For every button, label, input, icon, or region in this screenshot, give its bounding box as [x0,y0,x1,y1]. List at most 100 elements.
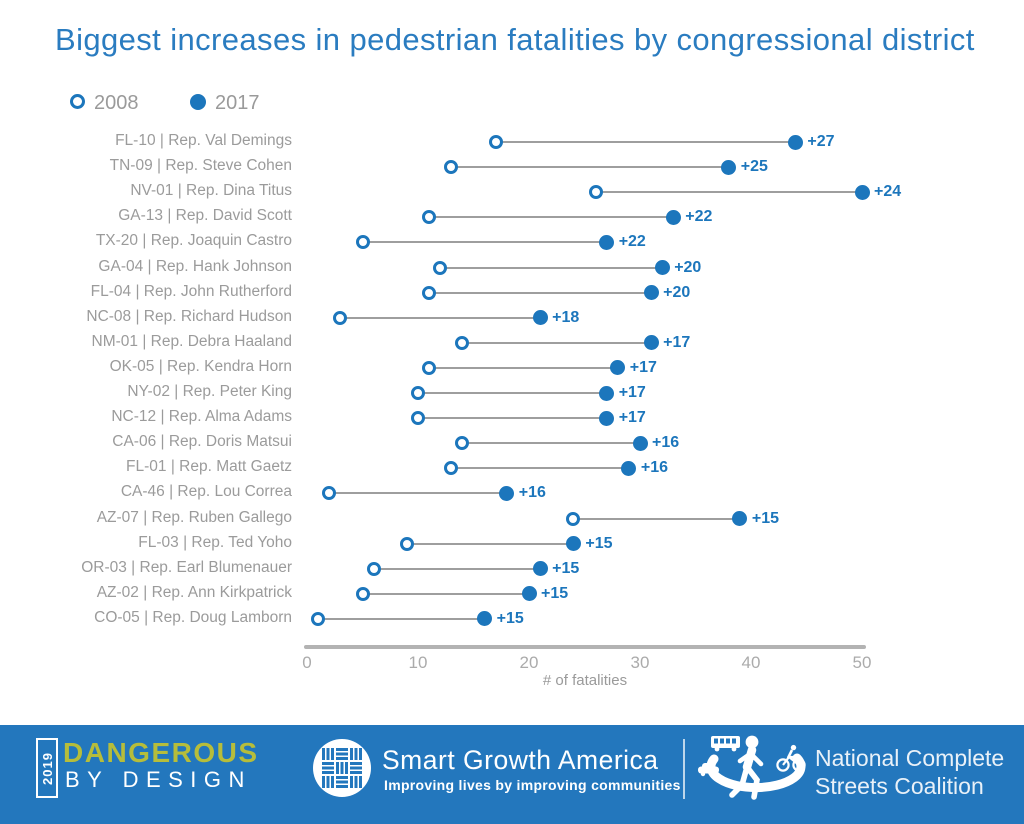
dot-2008-icon [399,536,414,551]
dot-2008-icon [422,285,437,300]
connector-line [495,141,796,143]
dot-2017-icon [565,536,581,552]
dot-2008-icon [411,411,425,426]
delta-label: +15 [496,609,524,627]
x-tick-label: 30 [630,653,650,672]
ncsc-name-line1: National Complete [815,745,1005,771]
connector-line [429,366,618,369]
delta-label: +24 [874,183,902,201]
dot-2017-icon [621,460,637,476]
x-tick-label: 50 [852,653,872,672]
delta-label: +20 [663,283,691,301]
connector-line [462,442,640,445]
dot-2008-icon [488,135,503,149]
delta-label: +17 [663,333,691,351]
connector-line [362,241,607,244]
delta-label: +22 [618,233,646,251]
delta-label: +27 [807,133,835,150]
dot-2017-icon [854,184,870,200]
connector-line [418,392,607,394]
district-label: TN-09 | Rep. Steve Cohen [109,157,292,175]
dot-2008-icon [355,235,370,250]
brand-title-line1: DANGEROUS [63,737,259,768]
district-label: AZ-07 | Rep. Ruben Gallego [96,508,292,526]
smart-growth-america-logo-icon [313,739,371,797]
connector-line [451,467,629,470]
dot-2017-icon [521,586,537,602]
dot-2008-icon [444,160,459,175]
delta-label: +15 [751,509,780,527]
delta-label: +15 [552,559,580,577]
district-label: FL-03 | Rep. Ted Yoho [138,533,292,551]
delta-label: +16 [518,484,546,502]
delta-label: +15 [585,534,613,552]
district-label: NC-08 | Rep. Richard Hudson [86,307,292,325]
district-label: CO-05 | Rep. Doug Lamborn [94,608,292,626]
connector-line [406,542,574,545]
connector-line [318,617,485,620]
dot-2008-icon [411,386,425,400]
dot-2008-icon [311,611,326,626]
connector-line [329,492,507,495]
delta-label: +18 [552,308,580,326]
footer-divider [683,739,685,799]
dot-2017-icon [599,410,615,426]
legend-2017-label: 2017 [215,92,260,114]
year-badge-label: 2019 [39,751,55,785]
district-label: NC-12 | Rep. Alma Adams [111,408,292,426]
district-label: AZ-02 | Rep. Ann Kirkpatrick [96,583,292,601]
connector-line [373,567,541,570]
dot-2017-icon [599,385,615,401]
delta-label: +16 [640,459,669,477]
connector-line [429,216,674,219]
dot-2008-icon [455,436,470,451]
sga-tagline: Improving lives by improving communities [384,777,681,793]
delta-label: +16 [652,434,680,452]
district-label: NM-01 | Rep. Debra Haaland [91,332,292,350]
district-label: TX-20 | Rep. Joaquin Castro [95,232,292,250]
delta-label: +20 [674,258,702,276]
delta-label: +17 [618,384,646,401]
district-label: OK-05 | Rep. Kendra Horn [109,357,292,375]
dot-2008-icon [422,360,437,375]
footer-banner: 2019 DANGEROUS BY DESIGN Smart Growth Am… [0,725,1024,824]
dot-2017-icon [665,209,681,225]
connector-line [362,592,529,595]
district-label: GA-13 | Rep. David Scott [118,207,292,225]
district-label: NV-01 | Rep. Dina Titus [130,182,292,200]
legend-2008-label: 2008 [94,92,139,114]
complete-streets-logo-icon [698,735,806,800]
district-label: OR-03 | Rep. Earl Blumenauer [81,558,292,576]
dot-2017-icon [721,159,737,175]
connector-line [340,316,541,319]
connector-line [462,341,652,344]
delta-label: +17 [618,409,646,427]
dot-2017-icon [654,260,670,275]
year-badge: 2019 [36,738,58,798]
dot-2017-icon [632,435,648,451]
dot-2017-icon [532,310,548,326]
dot-2017-icon [732,511,748,526]
district-label: CA-46 | Rep. Lou Correa [120,483,292,501]
dot-2008-icon [333,310,348,325]
dot-2017-icon [599,234,615,250]
district-label: GA-04 | Rep. Hank Johnson [98,257,292,275]
dot-2008-icon [433,260,448,275]
district-label: FL-10 | Rep. Val Demings [115,132,292,149]
delta-label: +22 [685,208,713,226]
dot-2017-icon [643,335,659,351]
delta-label: +15 [541,584,569,602]
ncsc-name: National Complete Streets Coalition [815,744,1004,800]
x-axis-line [304,645,866,649]
dot-2008-icon [322,486,337,501]
brand-title-line2: BY DESIGN [65,767,252,792]
connector-line [573,517,740,520]
dot-2017-icon [477,611,493,627]
connector-line [429,291,652,294]
dot-2017-icon [499,485,515,501]
dot-2008-icon [444,461,459,476]
dot-2017-icon [787,134,803,150]
connector-line [418,417,607,420]
page-title: Biggest increases in pedestrian fataliti… [55,22,975,57]
